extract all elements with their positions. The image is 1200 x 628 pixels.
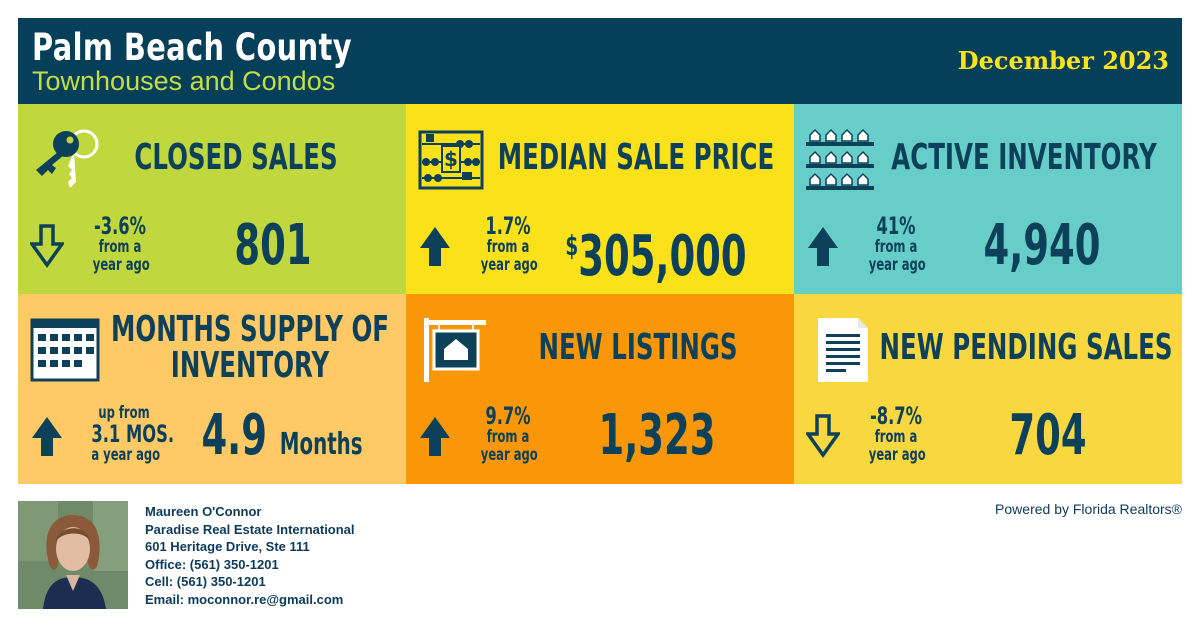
arrow-up-icon — [420, 417, 450, 456]
closed-sales-title: CLOSED SALES — [134, 137, 338, 178]
change-label-line: up from — [98, 403, 150, 423]
arrow-up-icon — [808, 227, 838, 266]
change-amount: 3.1 MOS. — [91, 420, 175, 448]
median-price-change: 1.7% from a year ago — [468, 214, 548, 274]
new-pending-sales-title: NEW PENDING SALES — [879, 327, 1173, 368]
months-supply-value: 4.9 Months — [201, 406, 362, 475]
page-title: Palm Beach County — [32, 26, 352, 69]
change-label-line: from a — [486, 427, 530, 447]
closed-sales-change: -3.6% from a year ago — [80, 214, 160, 274]
agent-company: Paradise Real Estate International — [145, 521, 355, 537]
change-label-line: year ago — [868, 445, 926, 465]
active-inventory-title: ACTIVE INVENTORY — [891, 137, 1157, 178]
change-percent: 1.7% — [485, 212, 531, 240]
document-icon — [818, 318, 868, 382]
months-supply-title-line1: MONTHS SUPPLY OF — [111, 309, 389, 350]
agent-portrait-image — [18, 501, 128, 609]
active-inventory-tile: ACTIVE INVENTORY 41% from a year ago 4,9… — [794, 104, 1182, 294]
houses-shelf-icon — [806, 128, 874, 190]
change-label-line: from a — [874, 237, 918, 257]
change-label-line: from a — [486, 237, 530, 257]
months-supply-unit: Months — [279, 427, 363, 462]
change-label-line: a year ago — [91, 445, 161, 465]
page-subtitle: Townhouses and Condos — [32, 66, 336, 96]
months-supply-change: up from 3.1 MOS. a year ago — [76, 403, 175, 465]
arrow-up-icon — [32, 417, 62, 456]
report-date: December 2023 — [957, 46, 1169, 75]
new-pending-sales-tile: NEW PENDING SALES -8.7% from a year ago … — [794, 294, 1182, 484]
house-sign-icon — [424, 318, 486, 382]
agent-name: Maureen O'Connor — [145, 504, 262, 519]
change-label-line: from a — [98, 237, 142, 257]
change-label-line: year ago — [92, 255, 150, 275]
arrow-down-icon — [806, 414, 840, 458]
new-pending-sales-value: 704 — [1009, 403, 1087, 468]
months-supply-title-line2: INVENTORY — [170, 345, 330, 386]
report-header: Palm Beach County Townhouses and Condos … — [18, 18, 1182, 104]
change-percent: 41% — [876, 212, 916, 240]
median-sale-price-value: $305,000 — [565, 216, 746, 287]
months-supply-number: 4.9 — [201, 403, 267, 468]
change-label-line: year ago — [480, 445, 538, 465]
change-label-line: year ago — [868, 255, 926, 275]
active-inventory-value: 4,940 — [983, 213, 1101, 278]
months-supply-title: MONTHS SUPPLY OF INVENTORY — [111, 312, 389, 384]
median-sale-price-title: MEDIAN SALE PRICE — [497, 137, 775, 178]
new-listings-tile: NEW LISTINGS 9.7% from a year ago 1,323 — [406, 294, 794, 484]
agent-contact: Maureen O'Connor Paradise Real Estate In… — [145, 503, 355, 609]
closed-sales-tile: CLOSED SALES -3.6% from a year ago 801 — [18, 104, 406, 294]
calendar-icon — [30, 318, 100, 382]
change-label-line: year ago — [480, 255, 538, 275]
new-listings-value: 1,323 — [598, 403, 716, 468]
arrow-up-icon — [420, 227, 450, 266]
agent-cell-phone: Cell: (561) 350-1201 — [145, 574, 266, 590]
median-sale-price-tile: $ MEDIAN SALE PRICE 1.7% from a year ago… — [406, 104, 794, 294]
active-inventory-change: 41% from a year ago — [856, 214, 936, 274]
change-percent: -3.6% — [93, 212, 147, 240]
change-label-line: from a — [874, 427, 918, 447]
change-percent: 9.7% — [485, 402, 531, 430]
agent-address: 601 Heritage Drive, Ste 111 — [145, 539, 310, 555]
arrow-down-icon — [30, 224, 64, 268]
svg-text:$: $ — [444, 147, 458, 171]
agent-email[interactable]: Email: moconnor.re@gmail.com — [145, 591, 344, 607]
abacus-icon: $ — [418, 130, 484, 190]
currency-symbol: $ — [565, 229, 579, 262]
powered-by: Powered by Florida Realtors® — [995, 501, 1182, 517]
new-listings-change: 9.7% from a year ago — [468, 404, 548, 464]
agent-photo — [18, 501, 128, 609]
keys-icon — [36, 129, 99, 188]
agent-office-phone: Office: (561) 350-1201 — [145, 556, 279, 572]
new-pending-change: -8.7% from a year ago — [856, 404, 936, 464]
closed-sales-value: 801 — [234, 213, 312, 278]
median-price-number: 305,000 — [578, 224, 747, 289]
new-listings-title: NEW LISTINGS — [538, 327, 738, 368]
months-supply-tile: MONTHS SUPPLY OF INVENTORY up from 3.1 M… — [18, 294, 406, 484]
change-percent: -8.7% — [869, 402, 923, 430]
